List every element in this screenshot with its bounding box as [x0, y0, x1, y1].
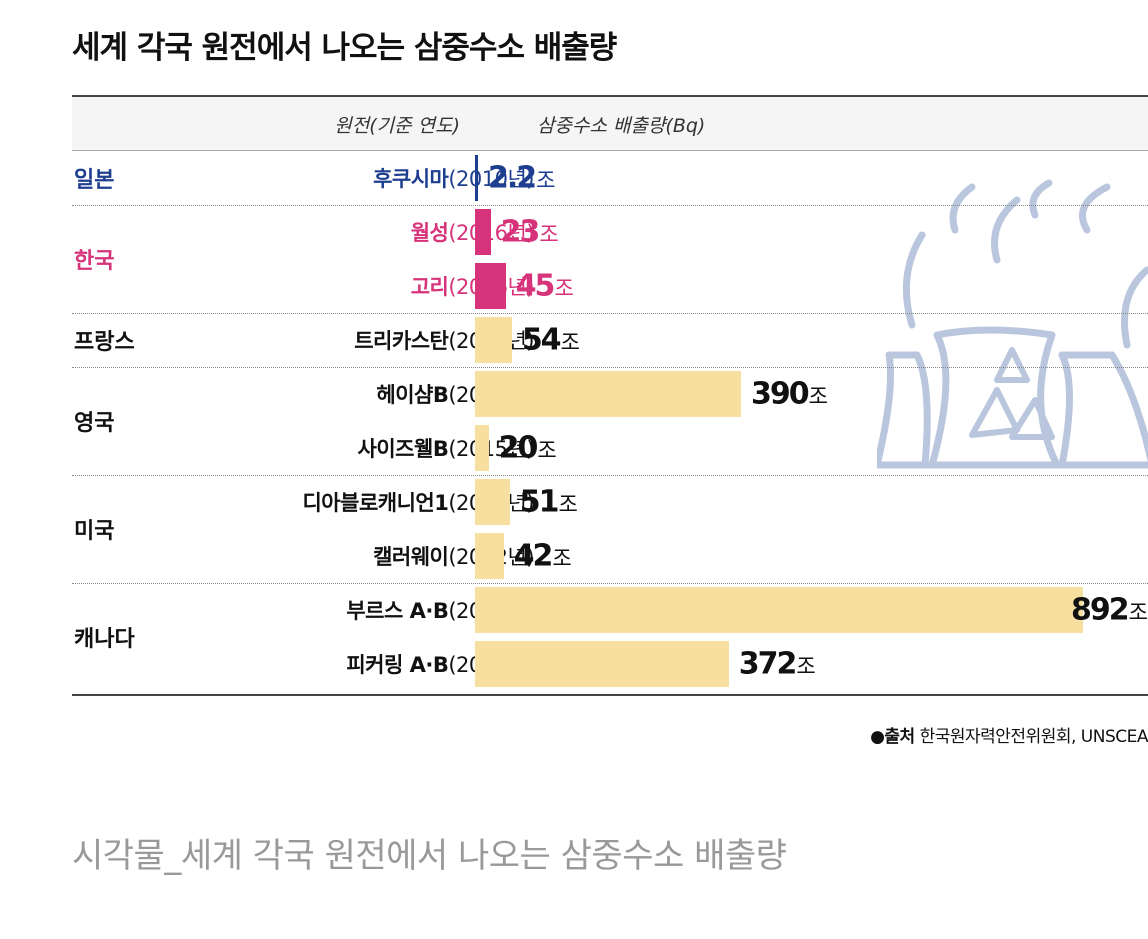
- value-unit: 조: [537, 438, 557, 463]
- chart-area: 원전(기준 연도) 삼중수소 배출량(Bq) 후쿠시마(2010년) 2.2조 일본…: [72, 95, 1148, 696]
- nuclear-power-plant-icon: [877, 179, 1148, 469]
- value-number: 51: [519, 484, 560, 520]
- value-unit: 조: [558, 492, 578, 517]
- plant-year: (2015년): [448, 437, 534, 461]
- value-number: 892: [1071, 592, 1130, 628]
- bottom-rule: [72, 694, 1148, 696]
- value-unit: 조: [554, 276, 574, 301]
- plant-name: 부르스 A·B: [346, 599, 449, 623]
- source-text: 한국원자력안전위원회, UNSCEA: [914, 727, 1148, 747]
- value-label: 42조: [514, 539, 572, 574]
- value-number: 2.2: [488, 160, 537, 196]
- plant-name: 트리카스탄: [354, 329, 449, 353]
- country-label: 캐나다: [74, 627, 135, 652]
- value-label: 23조: [501, 215, 559, 250]
- value-unit: 조: [560, 330, 580, 355]
- bar-트리카스탄: [475, 317, 512, 363]
- value-unit: 조: [796, 654, 816, 679]
- value-label: 20조: [499, 431, 557, 466]
- country-label: 일본: [74, 168, 115, 193]
- plant-year: (2016년): [448, 221, 534, 245]
- image-caption: 시각물_세계 각국 원전에서 나오는 삼중수소 배출량: [72, 836, 787, 876]
- plant-label: 사이즈웰B(2015년): [357, 433, 535, 463]
- value-label: 390조: [751, 377, 828, 412]
- value-number: 372: [738, 646, 798, 682]
- plant-name: 캘러웨이: [373, 545, 449, 569]
- value-number: 23: [500, 214, 541, 250]
- value-label: 54조: [522, 323, 580, 358]
- plant-name: 헤이샴B: [376, 383, 449, 407]
- country-label: 영국: [74, 411, 115, 436]
- bar-헤이샴B: [475, 371, 741, 417]
- value-label: 2.2조: [488, 161, 555, 196]
- bar-고리: [475, 263, 506, 309]
- value-number: 390: [750, 376, 810, 412]
- bar-사이즈웰B: [475, 425, 489, 471]
- value-number: 54: [521, 322, 562, 358]
- value-unit: 조: [536, 168, 556, 193]
- source-note: ●출처 한국원자력안전위원회, UNSCEA: [870, 722, 1148, 747]
- table-header: 원전(기준 연도) 삼중수소 배출량(Bq): [72, 95, 1148, 151]
- plant-year: (2010년): [448, 167, 534, 191]
- source-label: ●출처: [870, 727, 915, 747]
- plant-label: 월성(2016년): [410, 217, 535, 247]
- plant-column-header: 원전(기준 연도): [334, 115, 460, 137]
- chart-title: 세계 각국 원전에서 나오는 삼중수소 배출량: [72, 30, 617, 66]
- plant-name: 피커링 A·B: [346, 653, 449, 677]
- plant-name: 디아블로캐니언1: [302, 491, 449, 515]
- plant-name: 후쿠시마: [373, 167, 449, 191]
- group-separator: [72, 475, 1148, 476]
- bar-부르스 A·B: [475, 587, 1084, 633]
- value-label: 45조: [516, 269, 574, 304]
- value-label: 51조: [520, 485, 578, 520]
- bar-후쿠시마: [475, 155, 478, 201]
- bar-월성: [475, 209, 491, 255]
- group-separator: [72, 583, 1148, 584]
- plant-label: 후쿠시마(2010년): [373, 163, 534, 193]
- value-number: 42: [513, 538, 554, 574]
- value-unit: 조: [539, 222, 559, 247]
- plant-name: 월성: [410, 221, 449, 245]
- plant-label: 캘러웨이(2002년): [373, 541, 534, 571]
- value-label: 372조: [739, 647, 816, 682]
- bar-디아블로캐니언1: [475, 479, 510, 525]
- group-separator: [72, 313, 1148, 314]
- country-label: 미국: [74, 519, 115, 544]
- group-separator: [72, 205, 1148, 206]
- plant-name: 사이즈웰B: [357, 437, 449, 461]
- value-number: 45: [515, 268, 556, 304]
- bar-피커링 A·B: [475, 641, 729, 687]
- bar-캘러웨이: [475, 533, 504, 579]
- value-unit: 조: [552, 546, 572, 571]
- value-unit: 조: [1128, 600, 1148, 625]
- value-column-header: 삼중수소 배출량(Bq): [537, 115, 706, 137]
- plant-name: 고리: [410, 275, 449, 299]
- value-label: 892조: [1071, 593, 1148, 628]
- country-label: 프랑스: [74, 330, 135, 355]
- value-unit: 조: [808, 384, 828, 409]
- country-label: 한국: [74, 249, 115, 274]
- value-number: 20: [498, 430, 539, 466]
- group-separator: [72, 367, 1148, 368]
